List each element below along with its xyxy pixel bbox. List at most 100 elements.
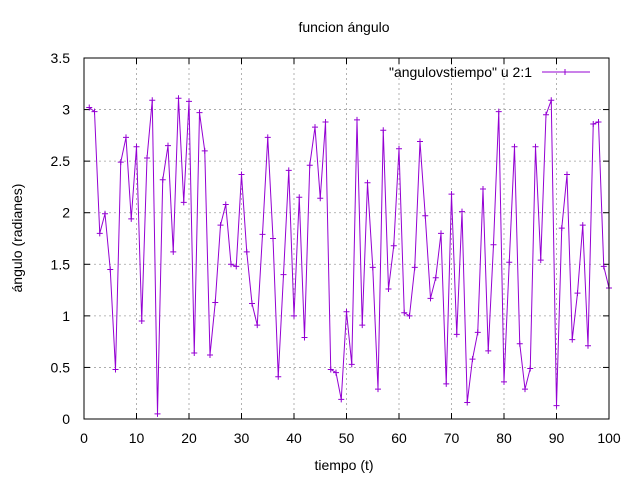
data-point — [296, 194, 303, 201]
data-point — [422, 212, 429, 219]
data-point — [595, 118, 602, 125]
data-point — [448, 191, 455, 198]
data-point — [186, 98, 192, 105]
data-point — [317, 195, 324, 202]
data-point — [511, 143, 518, 150]
data-point — [359, 322, 366, 329]
data-point — [480, 185, 486, 192]
y-tick-label: 0.5 — [51, 359, 71, 375]
data-point — [464, 399, 471, 406]
x-tick-label: 80 — [496, 430, 512, 446]
data-point — [159, 176, 166, 183]
data-point — [459, 208, 465, 215]
y-tick-label: 2.5 — [51, 153, 71, 169]
data-point — [275, 373, 282, 380]
chart-title: funcion ángulo — [298, 19, 389, 35]
data-point — [270, 235, 276, 242]
data-point — [375, 386, 381, 393]
data-point — [474, 329, 481, 336]
data-point — [385, 286, 392, 293]
data-point — [364, 179, 371, 186]
data-point — [285, 167, 292, 174]
plot-frame — [83, 57, 610, 420]
data-point — [138, 318, 145, 325]
data-point — [585, 342, 591, 349]
data-point — [291, 312, 297, 319]
data-point — [453, 331, 460, 338]
data-point — [522, 386, 528, 393]
x-tick-label: 100 — [597, 430, 621, 446]
data-point — [333, 369, 339, 376]
data-point — [506, 259, 513, 266]
data-point — [501, 378, 507, 385]
data-point — [249, 300, 255, 307]
data-point — [411, 264, 418, 271]
data-point — [233, 263, 240, 270]
data-point — [175, 95, 182, 102]
data-point — [280, 271, 287, 278]
data-point — [558, 225, 565, 232]
data-point — [254, 322, 261, 329]
y-tick-label: 1 — [62, 308, 70, 324]
data-point — [569, 336, 576, 343]
x-tick-label: 20 — [181, 430, 197, 446]
data-point — [590, 121, 597, 128]
data-point — [228, 261, 234, 268]
data-point — [390, 242, 397, 249]
data-point — [212, 299, 219, 306]
data-point — [469, 356, 476, 363]
data-point — [579, 222, 586, 229]
data-point — [170, 248, 177, 255]
data-point — [348, 361, 355, 368]
data-point — [338, 396, 345, 403]
data-point — [417, 138, 423, 145]
data-point — [312, 124, 318, 131]
x-tick-labels: 0 10 20 30 40 50 60 70 80 90 100 — [80, 430, 621, 446]
data-point — [543, 111, 549, 118]
data-point — [96, 230, 103, 237]
legend: "angulovstiempo" u 2:1 — [389, 64, 590, 80]
x-tick-label: 90 — [549, 430, 565, 446]
data-point — [485, 347, 492, 354]
data-point — [354, 116, 360, 123]
data-point — [516, 340, 523, 347]
data-point — [600, 263, 607, 270]
data-point — [86, 104, 93, 111]
x-tick-label: 70 — [444, 430, 460, 446]
y-tick-label: 1.5 — [51, 256, 71, 272]
data-point — [380, 127, 387, 134]
data-point — [102, 210, 108, 217]
data-point — [180, 199, 187, 206]
data-point — [123, 134, 129, 141]
data-point — [527, 365, 534, 372]
data-point — [144, 155, 150, 162]
data-point — [301, 334, 308, 341]
y-tick-label: 2 — [62, 205, 70, 221]
data-point — [322, 118, 329, 125]
x-tick-label: 40 — [286, 430, 302, 446]
data-point — [191, 349, 198, 356]
data-point — [196, 109, 203, 116]
data-point — [259, 231, 266, 238]
data-point — [495, 108, 502, 115]
x-tick-label: 30 — [234, 430, 250, 446]
series-group — [86, 95, 612, 417]
data-point — [117, 159, 124, 166]
data-point — [406, 312, 413, 319]
data-point — [401, 309, 408, 316]
y-tick-label: 3.5 — [51, 50, 71, 66]
data-point — [490, 241, 497, 248]
data-point — [438, 230, 444, 237]
data-point — [327, 366, 334, 373]
data-point — [149, 97, 156, 104]
data-point — [201, 147, 208, 154]
data-point — [238, 171, 245, 178]
data-point — [443, 380, 450, 387]
data-point — [133, 143, 140, 150]
series-line — [88, 98, 610, 414]
y-tick-labels: 0 0.5 1 1.5 2 2.5 3 3.5 — [51, 50, 71, 427]
x-tick-label: 50 — [339, 430, 355, 446]
data-point — [532, 143, 539, 150]
legend-series-marker — [562, 69, 568, 75]
data-point — [217, 222, 224, 229]
